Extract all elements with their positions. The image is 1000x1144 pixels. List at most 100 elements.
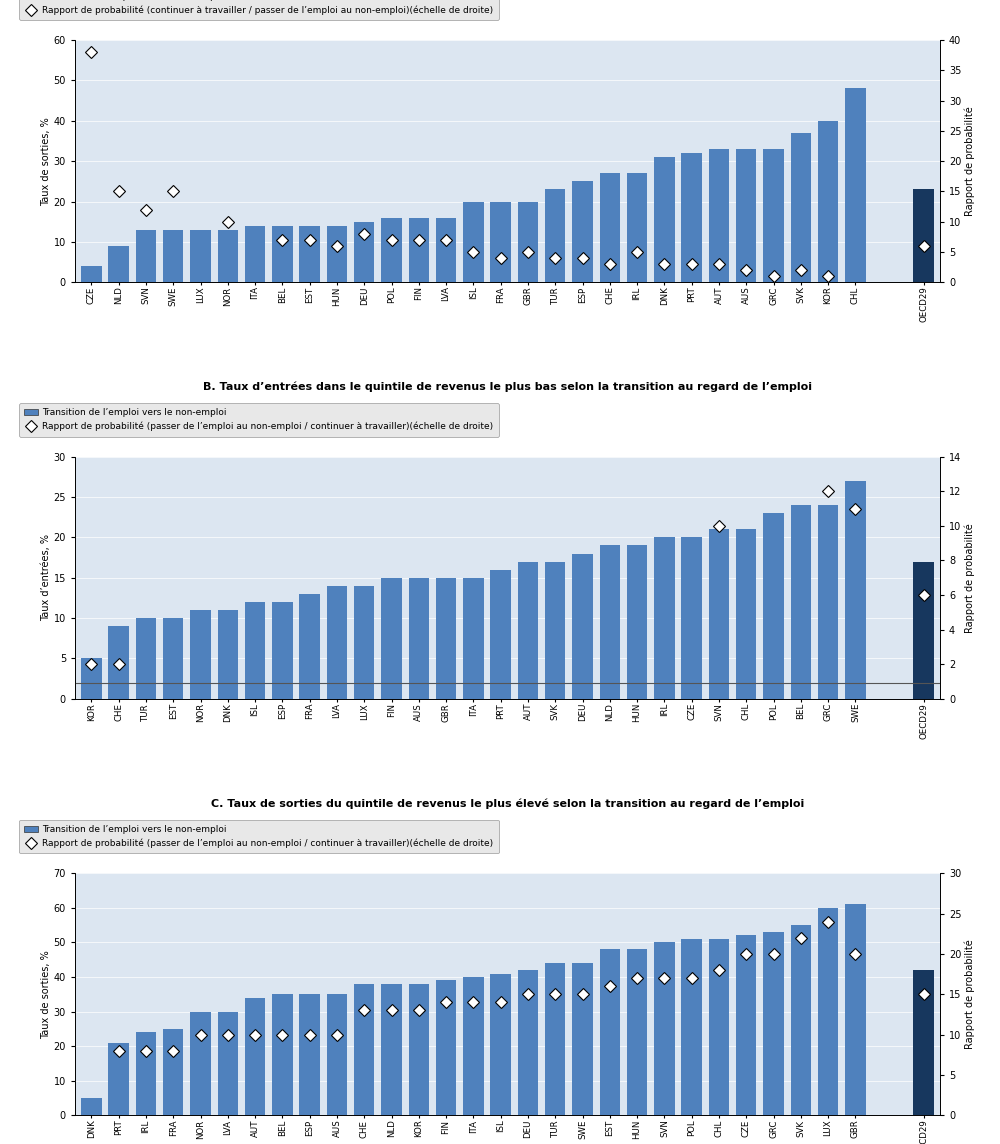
Bar (245, 225, 265, 283)
Bar (354, 586, 374, 699)
Bar (272, 225, 293, 283)
Bar (327, 586, 347, 699)
Bar (218, 1011, 238, 1115)
Bar (845, 905, 866, 1115)
Legend: Transition de l’emploi vers le non-emploi, Rapport de probabilité (continuer à t: Transition de l’emploi vers le non-emplo… (19, 0, 499, 21)
Bar (627, 173, 647, 283)
Bar (409, 578, 429, 699)
Bar (913, 970, 934, 1115)
Bar (409, 217, 429, 283)
Bar (709, 530, 729, 699)
Bar (436, 217, 456, 283)
Bar (136, 618, 156, 699)
Legend: Transition de l’emploi vers le non-emploi, Rapport de probabilité (passer de l’e: Transition de l’emploi vers le non-emplo… (19, 819, 499, 853)
Bar (518, 562, 538, 699)
Title: C. Taux de sorties du quintile de revenus le plus élevé selon la transition au r: C. Taux de sorties du quintile de revenu… (211, 799, 804, 809)
Bar (108, 1042, 129, 1115)
Bar (299, 994, 320, 1115)
Bar (381, 984, 402, 1115)
Bar (108, 246, 129, 283)
Bar (381, 578, 402, 699)
Title: B. Taux d’entrées dans le quintile de revenus le plus bas selon la transition au: B. Taux d’entrées dans le quintile de re… (203, 381, 812, 392)
Bar (600, 546, 620, 699)
Bar (190, 1011, 211, 1115)
Bar (845, 480, 866, 699)
Bar (218, 610, 238, 699)
Bar (490, 570, 511, 699)
Bar (190, 230, 211, 283)
Bar (654, 157, 675, 283)
Bar (518, 201, 538, 283)
Bar (218, 230, 238, 283)
Bar (327, 225, 347, 283)
Bar (490, 974, 511, 1115)
Bar (709, 149, 729, 283)
Bar (627, 546, 647, 699)
Bar (736, 530, 756, 699)
Bar (327, 994, 347, 1115)
Bar (409, 984, 429, 1115)
Y-axis label: Rapport de probabilité: Rapport de probabilité (964, 106, 975, 216)
Bar (81, 1098, 102, 1115)
Bar (136, 1032, 156, 1115)
Bar (436, 578, 456, 699)
Bar (818, 908, 838, 1115)
Bar (913, 562, 934, 699)
Bar (463, 977, 484, 1115)
Bar (299, 225, 320, 283)
Bar (709, 939, 729, 1115)
Bar (627, 950, 647, 1115)
Bar (245, 998, 265, 1115)
Bar (299, 594, 320, 699)
Bar (81, 659, 102, 699)
Bar (763, 149, 784, 283)
Legend: Transition de l’emploi vers le non-emploi, Rapport de probabilité (passer de l’e: Transition de l’emploi vers le non-emplo… (19, 403, 499, 437)
Bar (354, 222, 374, 283)
Bar (791, 505, 811, 699)
Bar (791, 925, 811, 1115)
Bar (463, 201, 484, 283)
Y-axis label: Taux d’entrées, %: Taux d’entrées, % (41, 534, 51, 621)
Bar (818, 505, 838, 699)
Bar (763, 514, 784, 699)
Bar (136, 230, 156, 283)
Bar (81, 267, 102, 283)
Bar (108, 626, 129, 699)
Bar (600, 173, 620, 283)
Bar (654, 538, 675, 699)
Y-axis label: Rapport de probabilité: Rapport de probabilité (964, 523, 975, 633)
Y-axis label: Rapport de probabilité: Rapport de probabilité (964, 939, 975, 1049)
Y-axis label: Taux de sorties, %: Taux de sorties, % (41, 950, 51, 1039)
Bar (572, 554, 593, 699)
Bar (845, 88, 866, 283)
Bar (545, 190, 565, 283)
Bar (381, 217, 402, 283)
Bar (163, 230, 183, 283)
Bar (791, 133, 811, 283)
Y-axis label: Taux de sorties, %: Taux de sorties, % (41, 117, 51, 206)
Bar (163, 1028, 183, 1115)
Bar (572, 181, 593, 283)
Bar (545, 562, 565, 699)
Bar (545, 963, 565, 1115)
Bar (572, 963, 593, 1115)
Bar (436, 980, 456, 1115)
Bar (681, 939, 702, 1115)
Bar (736, 936, 756, 1115)
Bar (818, 121, 838, 283)
Bar (354, 984, 374, 1115)
Bar (163, 618, 183, 699)
Bar (736, 149, 756, 283)
Bar (245, 602, 265, 699)
Bar (600, 950, 620, 1115)
Bar (490, 201, 511, 283)
Bar (681, 538, 702, 699)
Bar (190, 610, 211, 699)
Bar (518, 970, 538, 1115)
Bar (763, 932, 784, 1115)
Bar (272, 994, 293, 1115)
Bar (681, 153, 702, 283)
Bar (913, 190, 934, 283)
Bar (272, 602, 293, 699)
Bar (654, 943, 675, 1115)
